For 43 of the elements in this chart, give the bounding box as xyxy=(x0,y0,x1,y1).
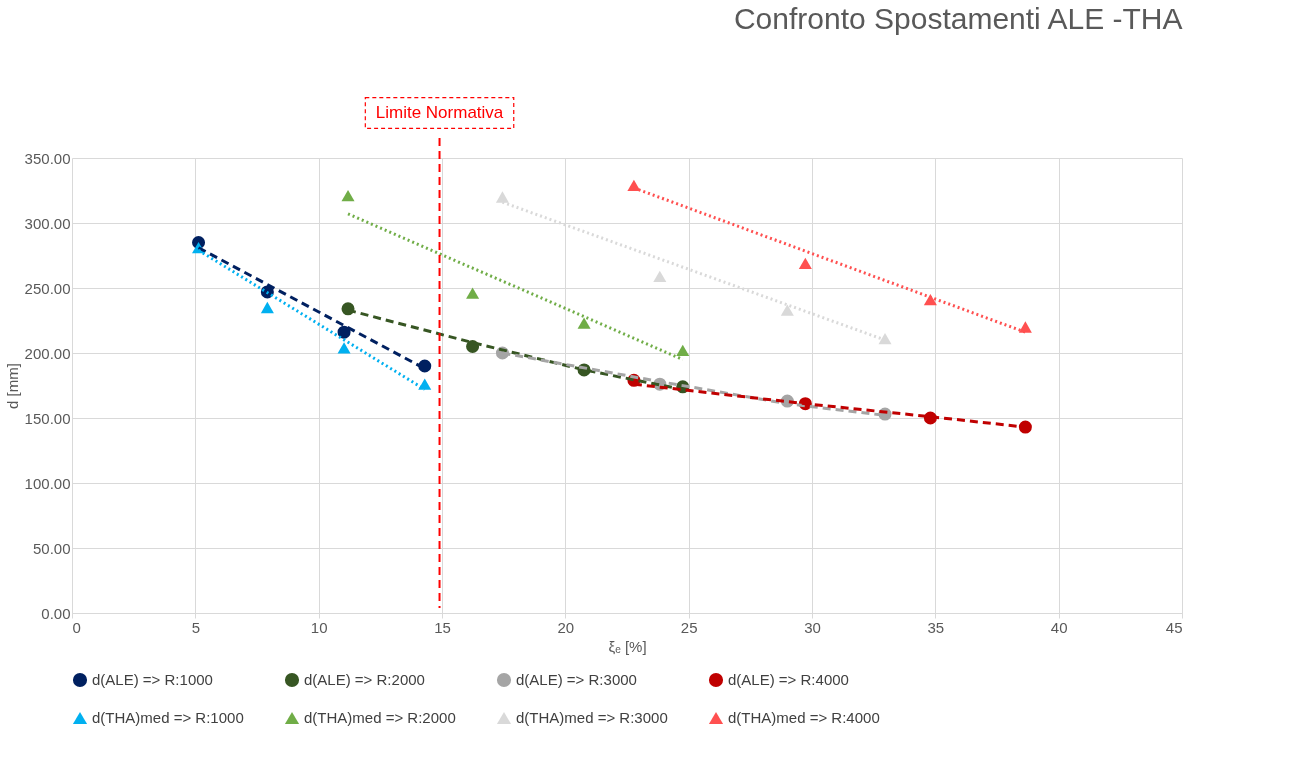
point xyxy=(337,342,351,354)
legend-label: d(THA)med => R:2000 xyxy=(304,709,456,726)
point xyxy=(466,287,480,299)
legend-label: d(THA)med => R:3000 xyxy=(516,709,668,726)
point xyxy=(780,304,794,316)
legend-label: d(THA)med => R:4000 xyxy=(728,709,880,726)
point xyxy=(798,257,812,269)
point xyxy=(260,301,274,314)
point xyxy=(418,378,432,390)
x-tick-label: 20 xyxy=(557,618,575,636)
point xyxy=(1018,420,1032,434)
y-tick-label: 250.00 xyxy=(24,279,71,297)
x-tick-label: 5 xyxy=(191,618,201,636)
y-tick-label: 0.00 xyxy=(41,604,71,622)
y-tick-label: 100.00 xyxy=(24,474,71,492)
x-tick-label: 40 xyxy=(1050,618,1068,636)
legend-label: d(ALE) => R:1000 xyxy=(92,671,213,688)
x-tick-label: 35 xyxy=(927,618,945,636)
x-tick-label: 15 xyxy=(434,618,451,636)
point xyxy=(577,317,591,329)
legend-label: d(ALE) => R:3000 xyxy=(516,671,637,688)
y-tick-label: 300.00 xyxy=(24,214,71,232)
point xyxy=(676,344,690,357)
legend-label: d(THA)med => R:1000 xyxy=(92,709,244,726)
legend-label: d(ALE) => R:2000 xyxy=(304,671,425,688)
x-tick-label: 25 xyxy=(680,618,698,636)
legend-label: d(ALE) => R:4000 xyxy=(728,671,849,688)
x-tick-label: 30 xyxy=(804,618,821,636)
chart-title: Confronto Spostamenti ALE -THA xyxy=(733,2,1183,36)
point xyxy=(653,270,667,282)
y-axis-title: d [mm] xyxy=(3,363,21,409)
x-tick-label: 10 xyxy=(310,618,328,636)
y-tick-label: 200.00 xyxy=(24,344,71,362)
point xyxy=(1018,321,1032,333)
point xyxy=(341,190,355,202)
point xyxy=(495,191,509,203)
y-tick-label: 50.00 xyxy=(32,539,71,557)
ref-line-label: Limite Normativa xyxy=(375,103,504,122)
x-tick-label: 45 xyxy=(1165,618,1183,636)
y-tick-label: 150.00 xyxy=(24,409,71,427)
y-tick-label: 350.00 xyxy=(24,149,71,167)
x-tick-label: 0 xyxy=(72,618,81,636)
x-axis-title: ξₑ [%] xyxy=(608,637,647,655)
